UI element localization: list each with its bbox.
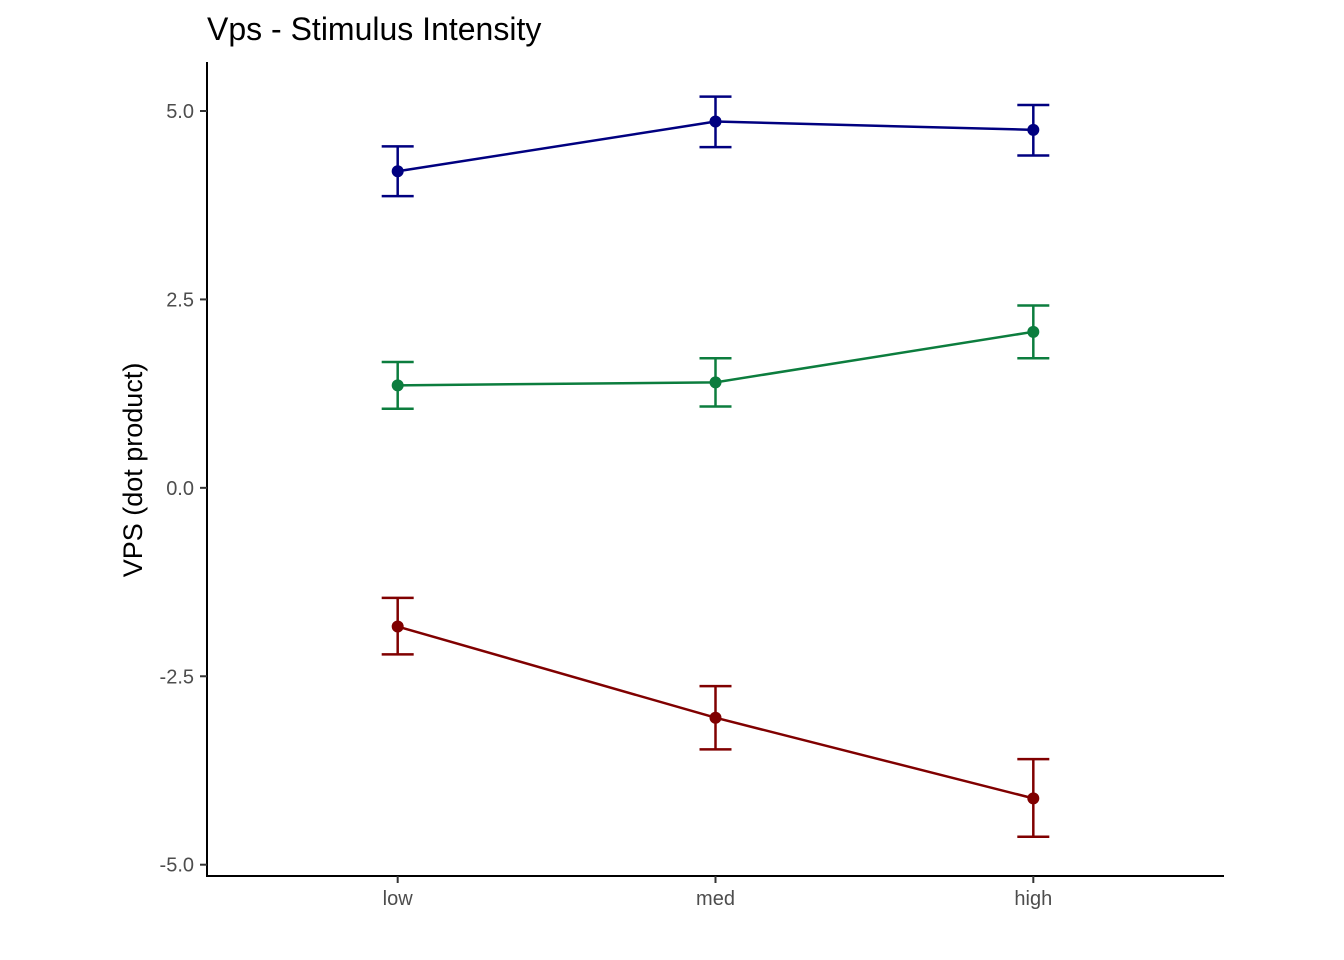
data-point <box>1027 325 1040 338</box>
series-1 <box>381 95 1050 198</box>
y-axis-title: VPS (dot product) <box>118 363 148 578</box>
y-tick-label: 2.5 <box>166 289 194 311</box>
series-layer <box>381 95 1050 839</box>
x-tick-label: med <box>696 888 735 910</box>
x-tick-label: high <box>1014 888 1052 910</box>
y-tick-label: -5.0 <box>160 855 194 877</box>
y-tick-label: -2.5 <box>160 666 194 688</box>
x-tick-label: low <box>383 888 414 910</box>
data-point <box>709 711 722 724</box>
series-2 <box>381 304 1050 410</box>
data-point <box>709 376 722 389</box>
data-point <box>1027 123 1040 136</box>
data-point <box>391 620 404 633</box>
series-3 <box>381 596 1050 839</box>
data-point <box>391 165 404 178</box>
data-point <box>1027 792 1040 805</box>
data-point <box>391 379 404 392</box>
y-ticks: 5.0 2.5 0.0 -2.5 -5.0 <box>160 101 207 877</box>
y-tick-label: 0.0 <box>166 478 194 500</box>
chart-title: Vps - Stimulus Intensity <box>207 11 541 47</box>
x-ticks: low med high <box>383 876 1052 910</box>
data-point <box>709 115 722 128</box>
y-tick-label: 5.0 <box>166 101 194 123</box>
